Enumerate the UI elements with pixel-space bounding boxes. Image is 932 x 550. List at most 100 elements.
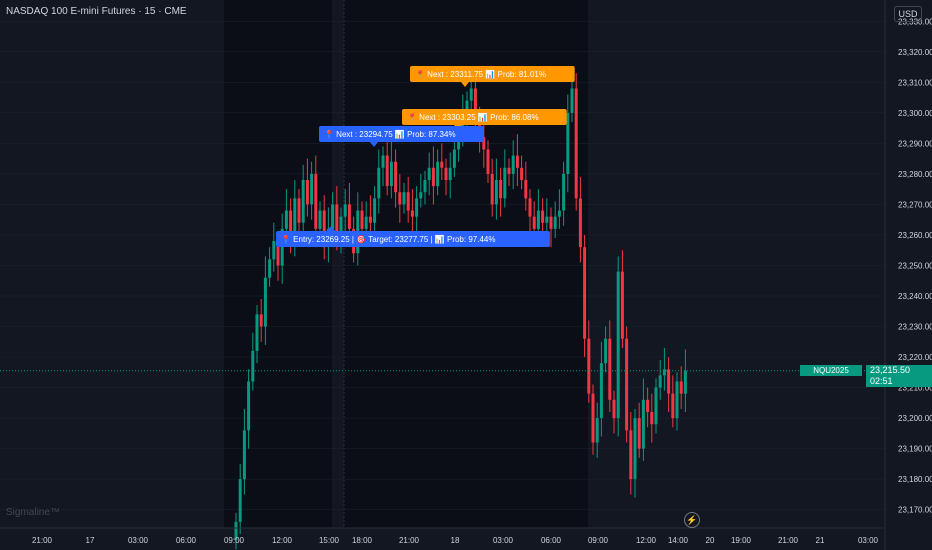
candle-body — [620, 271, 624, 339]
candle-body — [469, 88, 473, 101]
candle-body — [667, 369, 671, 394]
candle-body — [587, 338, 591, 394]
candle-body — [377, 167, 381, 199]
currency-button[interactable]: USD — [894, 6, 922, 22]
annotations-group: 📍 Next : 23311.75 📊 Prob: 81.01% 📍 Next :… — [276, 66, 575, 247]
candle-body — [650, 412, 654, 425]
x-tick-label: 21 — [816, 536, 825, 545]
candle-body — [494, 180, 498, 205]
y-tick-label: 23,240.00 — [898, 292, 932, 301]
current-price-badge: NQU2025 23,215.50 02:51 — [800, 364, 932, 387]
x-tick-label: 09:00 — [588, 536, 609, 545]
candle-body — [604, 338, 608, 364]
candle-body — [473, 88, 477, 119]
candle-body — [675, 381, 679, 419]
candle-body — [444, 167, 448, 180]
candle-body — [574, 88, 578, 199]
candle-body — [608, 338, 612, 400]
candle-body — [499, 180, 503, 199]
candle-body — [280, 228, 284, 266]
x-tick-label: 14:00 — [668, 536, 689, 545]
candle-body — [679, 381, 683, 394]
candle-body — [268, 259, 272, 278]
candle-body — [289, 210, 293, 242]
candle-body — [486, 149, 490, 174]
candle-body — [646, 399, 650, 412]
annotation-box — [410, 66, 575, 82]
candle-body — [465, 100, 469, 113]
candle-body — [658, 375, 662, 388]
candle-body — [536, 210, 540, 229]
candle-body — [310, 173, 314, 205]
x-tick-label: 06:00 — [541, 536, 562, 545]
candle-body — [511, 155, 515, 174]
candle-body — [314, 173, 318, 229]
candle-body — [490, 173, 494, 205]
candle-body — [671, 393, 675, 419]
session-shade-2 — [344, 0, 588, 528]
annotation-pointer — [370, 142, 378, 147]
candle-body — [641, 399, 645, 449]
candle-body — [683, 370, 687, 394]
candles-group — [234, 67, 687, 550]
candle-body — [284, 210, 288, 229]
candle-body — [625, 338, 629, 431]
candle-body — [452, 149, 456, 168]
annotation-box — [319, 126, 484, 142]
x-tick-label: 18 — [451, 536, 460, 545]
x-tick-label: 15:00 — [319, 536, 340, 545]
symbol-label: NQU2025 — [800, 364, 862, 376]
candle-body — [373, 198, 377, 223]
candle-body — [440, 161, 444, 168]
candle-body — [503, 167, 507, 199]
candle-body — [541, 210, 545, 223]
candle-body — [654, 387, 658, 425]
x-tick-label: 17 — [86, 536, 95, 545]
candle-body — [234, 521, 238, 541]
x-tick-label: 21:00 — [778, 536, 799, 545]
candle-body — [335, 204, 339, 242]
candle-body — [305, 180, 309, 205]
y-tick-label: 23,270.00 — [898, 200, 932, 209]
x-tick-label: 03:00 — [858, 536, 879, 545]
y-tick-label: 23,290.00 — [898, 139, 932, 148]
candle-body — [427, 167, 431, 180]
candle-body — [566, 112, 570, 174]
candle-body — [583, 247, 587, 339]
candle-body — [436, 161, 440, 187]
candle-body — [339, 216, 343, 242]
y-tick-label: 23,200.00 — [898, 414, 932, 423]
current-price-value: 23,215.50 — [870, 364, 911, 375]
annotation-pointer — [461, 82, 469, 87]
annotation-text: 📍 Next : 23294.75 📊 Prob: 87.34% — [324, 129, 456, 139]
candle-body — [629, 430, 633, 480]
signal-annotation: 📍 Next : 23294.75 📊 Prob: 87.34% — [319, 126, 484, 147]
candle-body — [599, 363, 603, 419]
x-tick-label: 03:00 — [128, 536, 149, 545]
candle-body — [263, 277, 267, 327]
candle-body — [633, 418, 637, 480]
candle-body — [242, 430, 246, 480]
candle-body — [255, 314, 259, 351]
candle-body — [591, 393, 595, 443]
y-tick-label: 23,210.00 — [898, 384, 932, 393]
candle-body — [318, 210, 322, 229]
lightning-icon[interactable]: ⚡ — [684, 512, 700, 528]
candle-body — [595, 418, 599, 443]
y-tick-label: 23,220.00 — [898, 353, 932, 362]
candle-body — [562, 173, 566, 211]
candle-body — [347, 204, 351, 229]
candle-body — [322, 210, 326, 248]
candle-body — [402, 192, 406, 205]
candle-body — [524, 180, 528, 199]
x-tick-label: 03:00 — [493, 536, 514, 545]
watermark-logo: Sigmaline™ — [6, 507, 60, 518]
candle-body — [343, 204, 347, 217]
annotation-pointer — [327, 226, 335, 231]
x-tick-label: 19:00 — [731, 536, 752, 545]
candle-body — [616, 271, 620, 419]
y-tick-label: 23,310.00 — [898, 78, 932, 87]
candle-body — [410, 210, 414, 217]
x-tick-label: 06:00 — [176, 536, 197, 545]
